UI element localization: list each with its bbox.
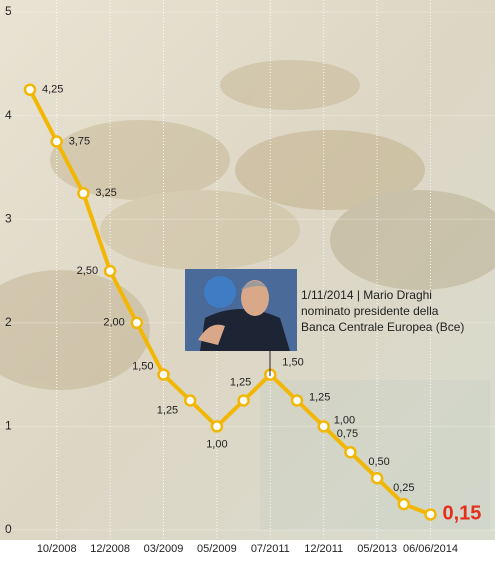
annotation-text: 1/11/2014 | Mario Draghi xyxy=(301,288,432,302)
point-marker xyxy=(157,368,170,381)
x-tick-label: 05/2013 xyxy=(357,543,397,555)
point-marker xyxy=(183,394,197,407)
value-label: 0,25 xyxy=(393,482,414,494)
y-tick-label: 0 xyxy=(5,522,12,536)
x-tick-label: 07/2011 xyxy=(251,543,290,555)
y-tick-label: 5 xyxy=(5,4,12,18)
value-label: 1,00 xyxy=(334,414,355,426)
x-tick-label: 03/2009 xyxy=(144,543,184,555)
point-marker xyxy=(210,420,224,433)
y-tick-label: 3 xyxy=(5,211,12,225)
y-tick-label: 1 xyxy=(5,419,12,433)
point-marker xyxy=(397,497,411,511)
point-marker xyxy=(290,394,304,407)
value-label: 0,75 xyxy=(337,428,358,440)
value-label: 3,75 xyxy=(69,135,90,147)
value-label: 2,50 xyxy=(77,265,98,277)
point-marker xyxy=(77,187,90,200)
value-label: 1,50 xyxy=(282,357,303,369)
value-label: 2,00 xyxy=(103,317,124,329)
value-label: 0,15 xyxy=(443,503,482,525)
x-tick-label: 10/2008 xyxy=(37,543,77,555)
annotation-photo xyxy=(185,269,297,351)
point-marker xyxy=(23,83,37,96)
point-marker xyxy=(103,264,117,278)
point-marker xyxy=(317,420,330,433)
value-label: 0,50 xyxy=(368,456,389,468)
y-tick-label: 2 xyxy=(5,315,12,329)
value-label: 3,25 xyxy=(95,187,116,199)
value-label: 1,25 xyxy=(309,391,330,403)
point-marker xyxy=(237,394,250,407)
point-marker xyxy=(424,508,437,521)
point-marker xyxy=(50,135,63,148)
series-line xyxy=(28,88,432,517)
annotation-text: Banca Centrale Europea (Bce) xyxy=(301,320,464,334)
x-axis-band xyxy=(0,540,495,558)
value-label: 4,25 xyxy=(42,84,63,96)
value-label: 1,25 xyxy=(230,376,251,388)
point-marker xyxy=(370,471,384,485)
value-label: 1,50 xyxy=(132,361,153,373)
point-marker xyxy=(130,316,144,330)
x-tick-label: 12/2008 xyxy=(90,543,130,555)
y-tick-label: 4 xyxy=(5,108,12,122)
value-label: 1,25 xyxy=(157,404,178,416)
x-tick-label: 05/2009 xyxy=(197,543,237,555)
x-tick-label: 12/2011 xyxy=(304,543,343,555)
annotation-text: nominato presidente della xyxy=(301,304,439,318)
value-label: 1,00 xyxy=(206,438,227,450)
point-marker xyxy=(344,446,357,459)
x-tick-label: 06/06/2014 xyxy=(403,543,458,555)
